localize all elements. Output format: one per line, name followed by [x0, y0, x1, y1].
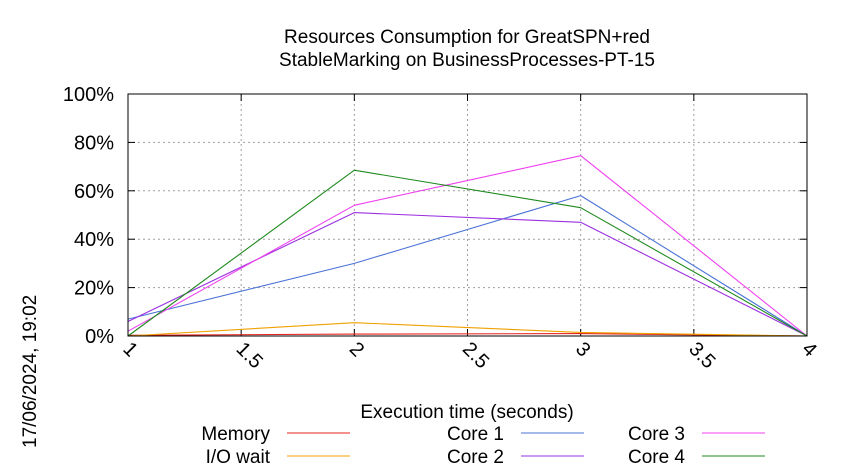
- legend-label-core-4: Core 4: [628, 447, 685, 468]
- y-axis-ticks: 0% 20% 40% 60% 80% 100%: [63, 84, 807, 348]
- x-tick-label: 2.5: [458, 338, 493, 373]
- y-tick-label: 80%: [74, 132, 114, 154]
- legend-label-memory: Memory: [201, 424, 270, 445]
- legend-label-core-2: Core 2: [447, 447, 504, 468]
- series-line-core-2: [127, 212, 808, 337]
- data-series: [127, 155, 808, 337]
- x-axis-ticks: 1 1.5 2 2.5 3 3.5 4: [118, 94, 821, 373]
- x-tick-label: 3.5: [684, 338, 719, 373]
- y-tick-label: 100%: [63, 84, 114, 106]
- x-tick-label: 3: [571, 338, 594, 361]
- x-tick-label: 1.5: [232, 338, 267, 373]
- plot-frame: [127, 93, 808, 337]
- series-line-core-1: [127, 195, 808, 337]
- series-line-core-4: [127, 169, 808, 337]
- legend-label-core-1: Core 1: [447, 424, 504, 445]
- series-line-i-o-wait: [127, 322, 808, 337]
- legend-label-core-3: Core 3: [628, 424, 685, 445]
- x-tick-label: 4: [797, 338, 820, 361]
- y-tick-label: 60%: [74, 181, 114, 203]
- x-tick-label: 2: [345, 338, 368, 361]
- grid-lines: [128, 94, 807, 336]
- x-axis-label: Execution time (seconds): [360, 402, 573, 423]
- chart-title: Resources Consumption for GreatSPN+red: [284, 27, 650, 48]
- series-line-memory: [127, 333, 808, 337]
- y-tick-label: 20%: [74, 278, 114, 300]
- x-tick-label: 1: [118, 338, 141, 361]
- legend-label-i-o-wait: I/O wait: [206, 447, 271, 468]
- y-tick-label: 40%: [74, 229, 114, 251]
- series-line-core-3: [127, 155, 808, 337]
- timestamp: 17/06/2024, 19:02: [20, 295, 41, 448]
- chart-subtitle: StableMarking on BusinessProcesses-PT-15: [279, 50, 655, 71]
- y-tick-label: 0%: [85, 326, 114, 348]
